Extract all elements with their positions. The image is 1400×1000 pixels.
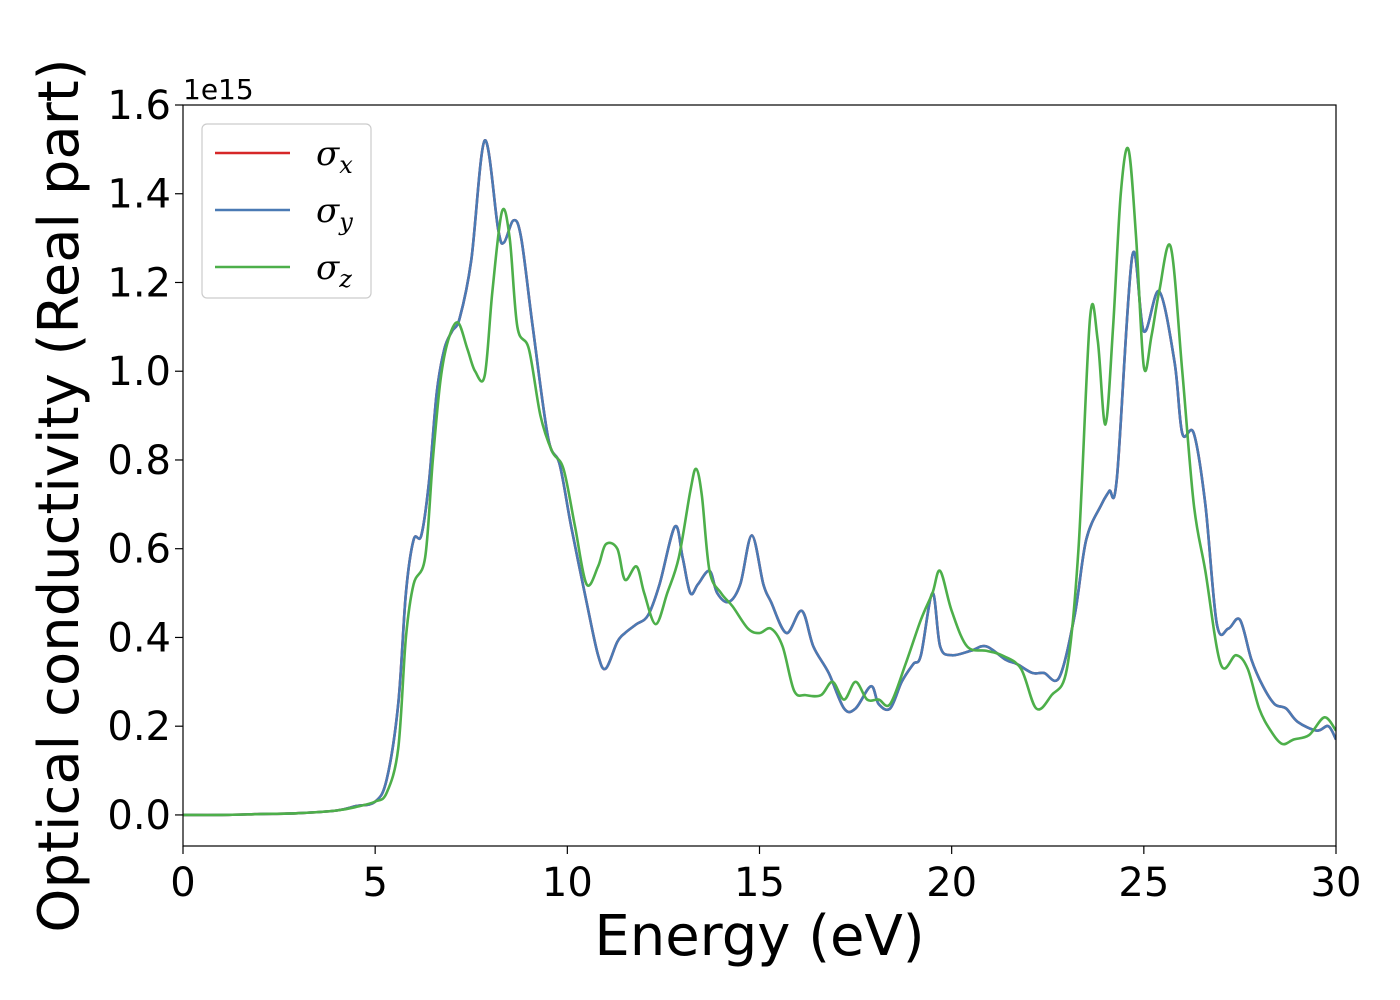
y-tick-label: 0.0 — [107, 793, 171, 839]
x-axis-ticks: 0 5 10 15 20 25 30 — [170, 846, 1361, 906]
x-tick-label: 15 — [734, 860, 785, 906]
x-tick-label: 5 — [362, 860, 387, 906]
x-tick-label: 30 — [1311, 860, 1362, 906]
y-tick-label: 0.4 — [107, 615, 171, 661]
y-tick-label: 0.6 — [107, 527, 171, 573]
x-tick-label: 20 — [926, 860, 977, 906]
y-tick-label: 1.6 — [107, 83, 171, 129]
series-lines — [183, 139, 1336, 817]
y-tick-label: 0.8 — [107, 438, 171, 484]
y-axis-title: Optical conductivity (Real part) — [27, 58, 92, 932]
x-axis-title: Energy (eV) — [594, 904, 924, 969]
y-tick-label: 1.4 — [107, 172, 171, 218]
y-tick-label: 1.0 — [107, 349, 171, 395]
y-tick-label: 1.2 — [107, 260, 171, 306]
x-tick-label: 10 — [542, 860, 593, 906]
y-axis-ticks: 0.0 0.2 0.4 0.6 0.8 1.0 1.2 1.4 1.6 — [107, 83, 183, 839]
x-tick-label: 0 — [170, 860, 195, 906]
y-tick-label: 0.2 — [107, 704, 171, 750]
x-tick-label: 25 — [1118, 860, 1169, 906]
y-axis-offset-label: 1e15 — [183, 73, 254, 106]
series-line-z — [183, 146, 1336, 817]
